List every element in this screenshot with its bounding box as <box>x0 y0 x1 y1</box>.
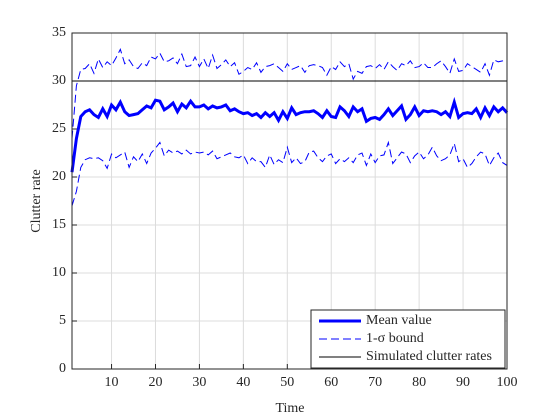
legend-label: Simulated clutter rates <box>366 349 492 364</box>
x-tick-label: 80 <box>412 375 426 390</box>
x-tick-label: 50 <box>280 375 294 390</box>
series-line <box>70 96 509 173</box>
y-tick-label: 0 <box>59 361 66 376</box>
x-tick-label: 100 <box>497 375 518 390</box>
y-tick-label: 15 <box>52 217 66 232</box>
y-axis-label: Clutter rate <box>29 169 44 232</box>
legend-label: 1-σ bound <box>366 331 424 346</box>
y-tick-label: 5 <box>59 313 66 328</box>
series-line <box>71 140 508 206</box>
x-tick-label: 70 <box>368 375 382 390</box>
x-tick-label: 30 <box>192 375 206 390</box>
y-tick-label: 35 <box>52 25 66 40</box>
series-line <box>71 47 508 139</box>
x-axis-label: Time <box>275 401 304 416</box>
legend-label: Mean value <box>366 313 432 328</box>
y-tick-label: 25 <box>52 121 66 136</box>
x-tick-label: 90 <box>456 375 470 390</box>
y-tick-label: 10 <box>52 265 66 280</box>
y-tick-label: 30 <box>52 73 66 88</box>
x-tick-label: 40 <box>236 375 250 390</box>
x-tick-label: 20 <box>148 375 162 390</box>
x-tick-label: 60 <box>324 375 338 390</box>
x-tick-label: 10 <box>105 375 119 390</box>
axes-box <box>71 32 508 370</box>
y-tick-label: 20 <box>52 169 66 184</box>
